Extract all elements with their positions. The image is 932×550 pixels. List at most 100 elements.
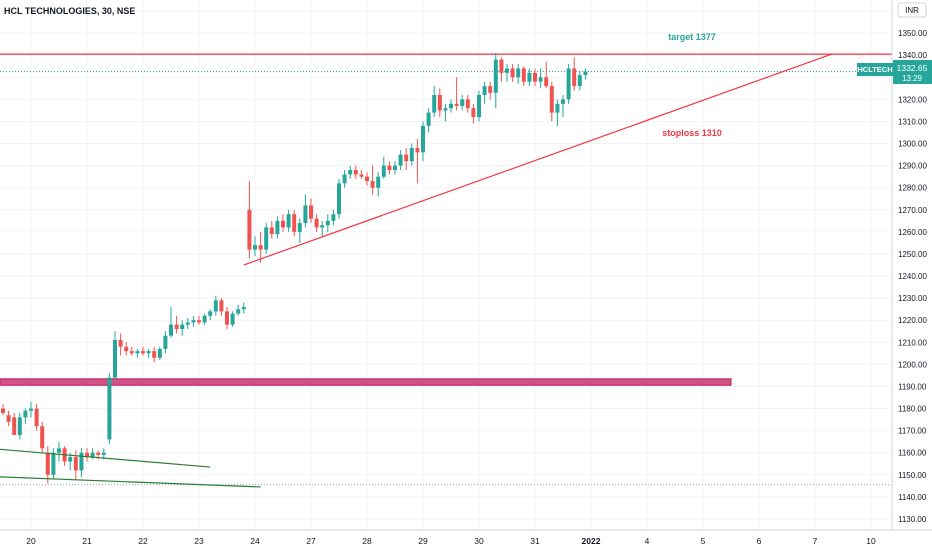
- candle-body: [387, 166, 391, 170]
- y-tick-label: 1240.00: [898, 272, 927, 281]
- y-tick-label: 1160.00: [898, 449, 927, 458]
- candle-body: [35, 409, 39, 427]
- x-tick-label: 7: [813, 536, 818, 546]
- candle-body: [247, 210, 251, 250]
- y-tick-label: 1140.00: [898, 493, 927, 502]
- x-tick-label: 23: [194, 536, 204, 546]
- x-tick-label: 10: [866, 536, 876, 546]
- y-tick-label: 1290.00: [898, 162, 927, 171]
- y-tick-label: 1250.00: [898, 250, 927, 259]
- currency-badge[interactable]: INR: [898, 3, 926, 17]
- y-tick-label: 1130.00: [898, 515, 927, 524]
- candle-body: [74, 457, 78, 470]
- candle-body: [203, 316, 207, 323]
- candle-body: [180, 325, 184, 329]
- x-tick-label: 31: [530, 536, 540, 546]
- candle-body: [488, 86, 492, 93]
- x-tick-label: 22: [138, 536, 148, 546]
- x-tick-label: 28: [362, 536, 372, 546]
- candle-body: [371, 181, 375, 188]
- candle-body: [231, 314, 235, 325]
- candle-body: [421, 126, 425, 153]
- candle-body: [23, 411, 27, 418]
- y-tick-label: 1280.00: [898, 184, 927, 193]
- candle-body: [354, 170, 358, 174]
- candle-body: [331, 214, 335, 221]
- candle-body: [376, 177, 380, 188]
- candle-body: [471, 108, 475, 117]
- candle-body: [511, 68, 515, 77]
- candle-body: [7, 415, 11, 422]
- candle-body: [337, 183, 341, 214]
- candle-body: [281, 221, 285, 228]
- candle-body: [578, 75, 582, 86]
- candle-body: [348, 170, 352, 174]
- candle-body: [527, 73, 531, 82]
- candle-body: [432, 95, 436, 113]
- candle-body: [197, 320, 201, 322]
- y-tick-label: 1230.00: [898, 294, 927, 303]
- candle-body: [46, 453, 50, 475]
- candle-body: [449, 104, 453, 108]
- y-tick-label: 1190.00: [898, 382, 927, 391]
- candle-body: [169, 325, 173, 336]
- candle-body: [214, 300, 218, 311]
- candle-body: [225, 311, 229, 324]
- y-tick-label: 1150.00: [898, 471, 927, 480]
- candle-body: [320, 225, 324, 227]
- y-tick-label: 1180.00: [898, 405, 927, 414]
- candle-body: [382, 166, 386, 177]
- y-tick-label: 1170.00: [898, 427, 927, 436]
- y-tick-label: 1270.00: [898, 206, 927, 215]
- candle-body: [175, 325, 179, 329]
- candle-body: [119, 340, 123, 347]
- candle-body: [292, 214, 296, 232]
- symbol-text: HCLTECH: [857, 65, 892, 74]
- candle-body: [158, 349, 162, 358]
- candle-body: [208, 311, 212, 315]
- candle-body: [583, 71, 587, 75]
- candle-body: [264, 227, 268, 249]
- candle-body: [29, 409, 33, 411]
- candle-body: [40, 426, 44, 448]
- candle-body: [415, 148, 419, 152]
- candle-body: [404, 155, 408, 162]
- candle-body: [522, 68, 526, 81]
- candle-body: [567, 68, 571, 99]
- candle-body: [147, 351, 151, 353]
- candle-body: [1, 409, 5, 413]
- candle-body: [79, 453, 83, 471]
- candle-body: [68, 457, 72, 461]
- candle-body: [12, 417, 16, 435]
- candle-body: [107, 378, 111, 440]
- candle-body: [102, 453, 106, 455]
- y-tick-label: 1210.00: [898, 338, 927, 347]
- candle-body: [219, 300, 223, 311]
- y-tick-label: 1320.00: [898, 95, 927, 104]
- candle-body: [533, 73, 537, 82]
- candle-body: [270, 227, 274, 234]
- stoploss-annotation: stoploss 1310: [662, 128, 722, 138]
- candle-body: [96, 453, 100, 455]
- candle-body: [186, 322, 190, 324]
- candle-body: [365, 177, 369, 181]
- y-tick-label: 1310.00: [898, 117, 927, 126]
- x-tick-label: 5: [701, 536, 706, 546]
- candle-body: [572, 68, 576, 86]
- candle-body: [18, 417, 22, 435]
- candle-body: [555, 104, 559, 113]
- candle-body: [499, 60, 503, 73]
- x-tick-label: 2022: [582, 536, 601, 546]
- candle-body: [443, 108, 447, 110]
- candle-body: [539, 77, 543, 81]
- candle-body: [343, 174, 347, 183]
- candle-body: [191, 320, 195, 322]
- candle-body: [259, 245, 263, 249]
- y-tick-label: 1340.00: [898, 51, 927, 60]
- y-tick-label: 1300.00: [898, 140, 927, 149]
- candle-body: [124, 347, 128, 351]
- currency-label: INR: [905, 6, 919, 15]
- candle-body: [455, 104, 459, 106]
